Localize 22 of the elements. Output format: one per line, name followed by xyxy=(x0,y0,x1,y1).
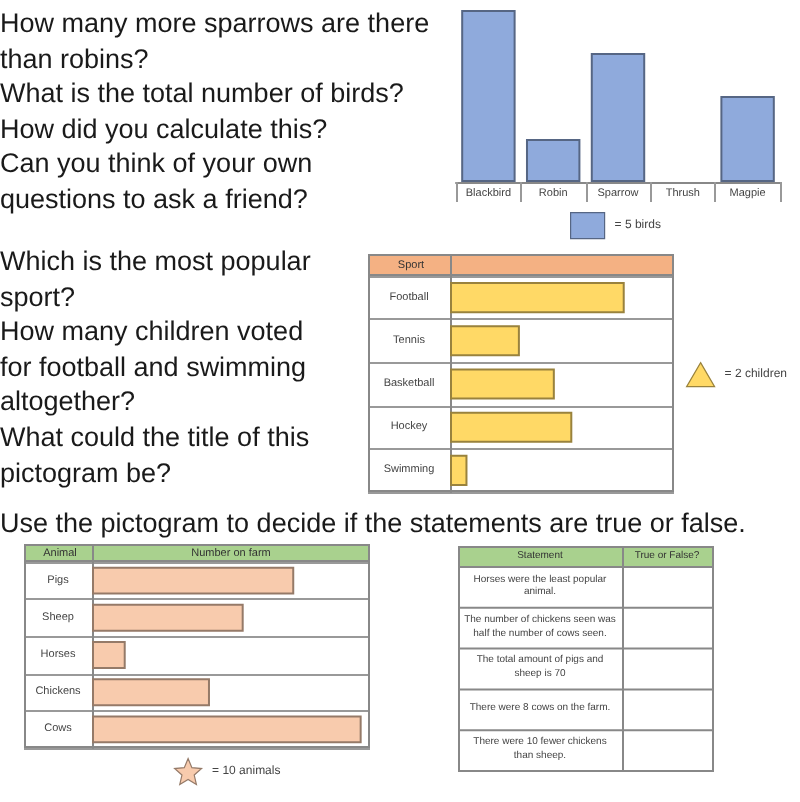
chart-title: Use the pictogram to decide if the statements are true or false. xyxy=(0,508,746,538)
bar xyxy=(450,282,625,314)
bar xyxy=(92,641,126,669)
bar xyxy=(525,139,581,182)
text: What is the total number of birds? xyxy=(0,78,404,109)
bar xyxy=(450,325,520,357)
bar xyxy=(450,368,555,400)
bar xyxy=(461,10,516,182)
bar xyxy=(450,411,573,443)
text: Which is the most popular sport? xyxy=(0,246,311,312)
bar xyxy=(92,566,295,595)
text: What could the title of this pictogram be? xyxy=(0,421,310,488)
text: Can you think of your own questions to ask a friend? xyxy=(0,148,313,214)
bar xyxy=(92,603,244,632)
bar xyxy=(92,715,362,744)
text: How many children voted for football and swimming altogether? xyxy=(0,316,307,417)
bar xyxy=(590,53,646,182)
bar xyxy=(92,678,210,707)
bar xyxy=(450,454,468,486)
bar xyxy=(720,96,775,182)
text: How many more sparrows are there than robins? xyxy=(0,8,430,74)
text: How did you calculate this? xyxy=(0,113,328,144)
